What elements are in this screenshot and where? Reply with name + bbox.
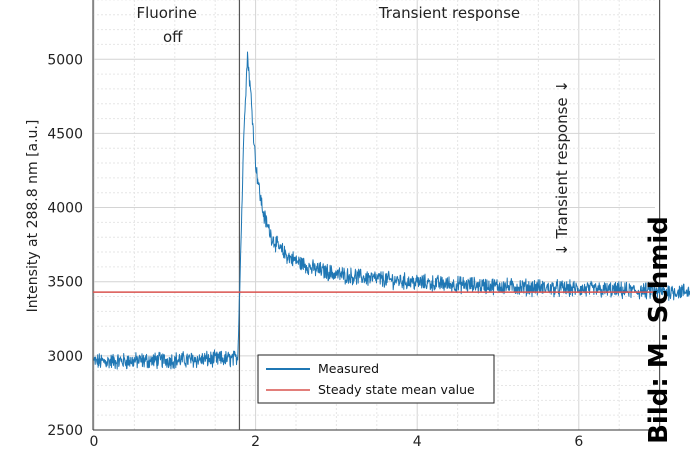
y-tick-label: 2500 [47,423,83,439]
y-tick-label: 5000 [47,52,83,68]
region-boundaries [238,0,661,430]
legend-label-mean: Steady state mean value [318,382,475,397]
tick-labels: 024681012250030003500400045005000 [47,52,583,450]
series-measured-line [93,51,690,370]
x-tick-label: 2 [251,434,260,450]
x-tick-label: 0 [90,434,99,450]
y-tick-label: 4500 [47,126,83,142]
grid [92,0,661,431]
legend: Measured Steady state mean value [257,354,495,404]
transient-response-annotation: ↓ Transient response ↓ [553,80,571,256]
legend-label-measured: Measured [318,361,379,376]
y-axis-label: Intensity at 288.8 nm [a.u.] [25,120,41,313]
y-tick-label: 4000 [47,201,83,217]
series [93,51,690,370]
region-label: Fluorine [136,4,197,22]
y-tick-label: 3500 [47,275,83,291]
y-tick-label: 3000 [47,349,83,365]
x-tick-label: 6 [574,434,583,450]
image-credit: Bild: M. Schmid [644,216,674,444]
x-tick-label: 4 [413,434,422,450]
region-label-line2: off [163,28,183,46]
legend-box [257,354,495,404]
region-label: Transient response [378,4,520,22]
